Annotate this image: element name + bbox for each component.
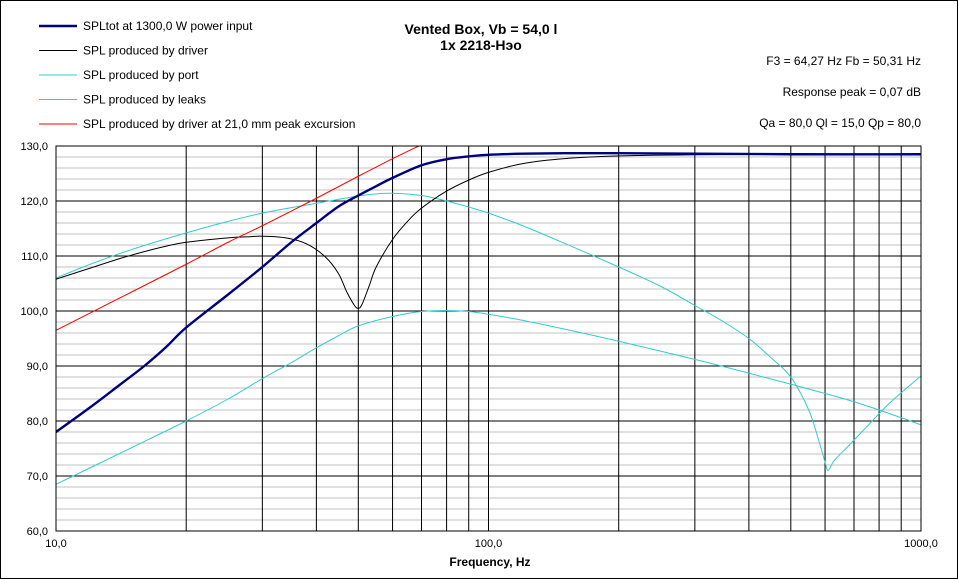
y-tick-label: 100,0 (20, 306, 48, 318)
y-tick-label: 130,0 (20, 141, 48, 153)
x-tick-label: 10,0 (45, 538, 66, 550)
series-layer (56, 146, 921, 485)
chart-title: Vented Box, Vb = 54,0 l (405, 21, 558, 37)
y-tick-label: 110,0 (21, 251, 48, 263)
series-line-3 (56, 309, 921, 485)
info-q-values: Qa = 80,0 Ql = 15,0 Qp = 80,0 (759, 116, 921, 130)
series-line-0 (56, 151, 921, 433)
series-line-2 (56, 192, 921, 471)
plot-area (55, 145, 922, 532)
y-tick-labels: 60,0 70,0 80,0 90,0 100,0 110,0 120,0 130,0 (20, 141, 48, 538)
y-tick-label: 90,0 (27, 361, 48, 373)
legend-label-2: SPL produced by port (83, 68, 199, 82)
legend-label-4: SPL produced by driver at 21,0 mm peak e… (83, 117, 355, 131)
x-axis-label: Frequency, Hz (449, 555, 530, 569)
x-tick-labels: 10,0 100,0 1000,0 (45, 538, 938, 550)
grid-x (185, 146, 902, 531)
x-tick-label: 1000,0 (904, 538, 938, 550)
y-tick-label: 70,0 (27, 471, 48, 483)
series-line-4 (56, 146, 420, 331)
info-f3-fb: F3 = 64,27 Hz Fb = 50,31 Hz (766, 54, 921, 68)
chart-legend: SPLtot at 1300,0 W power input SPL produc… (39, 19, 355, 131)
legend-label-3: SPL produced by leaks (83, 93, 206, 107)
info-response-peak: Response peak = 0,07 dB (783, 85, 921, 99)
legend-label-0: SPLtot at 1300,0 W power input (83, 19, 253, 33)
legend-label-1: SPL produced by driver (83, 44, 208, 58)
y-tick-label: 80,0 (27, 416, 48, 428)
plot-border (55, 145, 922, 532)
y-tick-label: 60,0 (27, 526, 48, 538)
series-line-1 (56, 153, 921, 309)
x-tick-label: 100,0 (475, 538, 503, 550)
chart-subtitle: 1x 2218-Нэо (440, 37, 522, 53)
y-tick-label: 120,0 (20, 196, 48, 208)
